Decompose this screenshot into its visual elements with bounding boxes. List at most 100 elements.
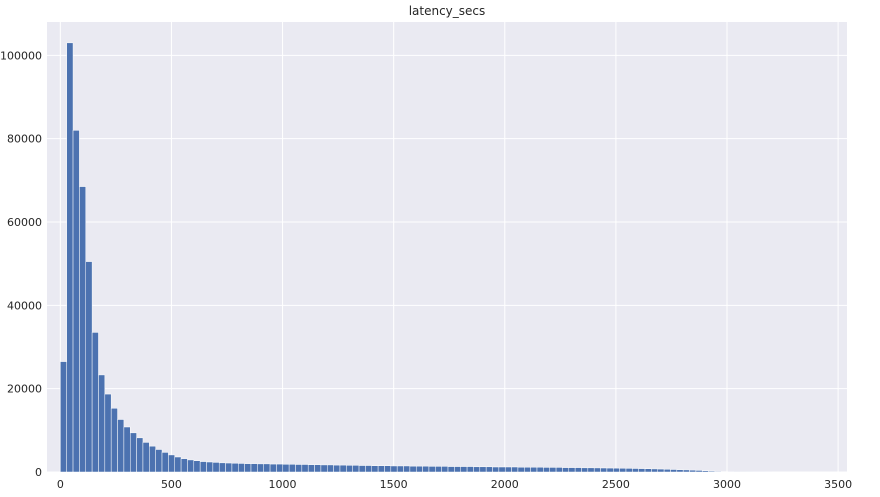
- histogram-bar: [543, 467, 550, 473]
- histogram-bar: [479, 466, 487, 473]
- histogram-bar: [218, 462, 226, 473]
- histogram-bar: [104, 393, 112, 473]
- histogram-bar: [85, 261, 93, 473]
- histogram-bar: [269, 463, 277, 473]
- histogram-bar: [333, 464, 341, 473]
- histogram-bar: [250, 463, 258, 473]
- histogram-bar: [358, 465, 366, 473]
- histogram-bar: [79, 186, 87, 473]
- histogram-bar: [98, 374, 106, 473]
- histogram-bar: [91, 332, 99, 473]
- histogram-bar: [263, 463, 271, 473]
- histogram-bar: [257, 463, 264, 473]
- y-tick-label: 60000: [7, 216, 42, 229]
- x-tick-label: 1500: [380, 478, 408, 491]
- histogram-bar: [384, 465, 392, 473]
- histogram-bar: [504, 466, 512, 473]
- histogram-bar: [581, 467, 589, 473]
- histogram-bar: [371, 465, 379, 473]
- histogram-bar: [676, 469, 684, 473]
- histogram-bar: [651, 468, 659, 473]
- histogram-bar: [511, 466, 519, 473]
- histogram-bar: [149, 445, 156, 473]
- histogram-bar: [238, 463, 245, 473]
- x-axis-tick-labels: 0 500 1000 1500 2000 2500 3000 3500: [57, 478, 852, 491]
- histogram-bar: [295, 464, 303, 473]
- histogram-bar: [212, 462, 220, 473]
- histogram-bar: [625, 468, 633, 473]
- histogram-bar: [593, 467, 601, 473]
- histogram-bar: [644, 468, 652, 473]
- histogram-bar: [422, 465, 430, 473]
- histogram-bar: [161, 452, 169, 473]
- histogram-bar: [689, 469, 697, 473]
- histogram-bar: [638, 468, 646, 473]
- histogram-bar: [390, 465, 398, 473]
- histogram-bar: [415, 465, 423, 473]
- histogram-bar: [695, 470, 703, 473]
- histogram-bar: [288, 464, 296, 473]
- histogram-bar: [199, 461, 207, 473]
- histogram-bar: [549, 467, 557, 473]
- histogram-bar: [568, 467, 576, 473]
- histogram-bar: [193, 460, 201, 473]
- histogram-bar: [276, 463, 284, 473]
- y-tick-label: 80000: [7, 133, 42, 146]
- histogram-bar: [244, 463, 252, 473]
- histogram-bar: [206, 461, 214, 473]
- x-tick-label: 2000: [491, 478, 519, 491]
- x-tick-label: 3500: [824, 478, 852, 491]
- histogram-bar: [682, 469, 690, 473]
- histogram-bar: [606, 467, 614, 473]
- histogram-bar: [536, 466, 544, 473]
- y-tick-label: 100000: [0, 49, 42, 62]
- histogram-bar: [314, 464, 322, 473]
- y-tick-label: 20000: [7, 383, 42, 396]
- histogram-bar: [574, 467, 582, 473]
- histogram-bar: [136, 437, 144, 473]
- histogram-bar: [339, 464, 347, 473]
- histogram-bar: [282, 464, 290, 473]
- histogram-bar: [365, 465, 373, 473]
- histogram-bar: [670, 469, 678, 473]
- histogram-bar: [129, 432, 137, 473]
- histogram-bar: [454, 466, 461, 473]
- histogram-bar: [60, 361, 67, 473]
- histogram-bar: [485, 466, 493, 473]
- histogram-bar: [377, 465, 385, 473]
- histogram-bar: [428, 466, 436, 473]
- histogram-bar: [180, 458, 188, 473]
- y-tick-label: 0: [35, 466, 42, 479]
- histogram-bar: [396, 465, 404, 473]
- x-tick-label: 3000: [713, 478, 741, 491]
- histogram-bar: [701, 470, 709, 473]
- x-tick-label: 1000: [269, 478, 297, 491]
- histogram-bar: [524, 466, 531, 473]
- histogram-bar: [708, 470, 716, 473]
- x-tick-label: 0: [57, 478, 64, 491]
- histogram-bar: [600, 467, 608, 473]
- histogram-bar: [352, 465, 360, 473]
- histogram-bar: [492, 466, 500, 473]
- histogram-bar: [225, 462, 233, 473]
- y-tick-label: 40000: [7, 299, 42, 312]
- histogram-bar: [714, 471, 722, 473]
- histogram-bar: [155, 449, 163, 473]
- histogram-bar: [517, 466, 525, 473]
- histogram-bar: [187, 459, 195, 473]
- histogram-bar: [632, 468, 639, 473]
- histogram-bar: [435, 466, 442, 473]
- histogram-bar: [447, 466, 455, 473]
- histogram-bar: [657, 468, 665, 473]
- histogram-bars: [60, 42, 773, 473]
- histogram-bar: [117, 419, 125, 473]
- histogram-bar: [555, 467, 563, 473]
- histogram-bar: [72, 130, 80, 473]
- histogram-bar: [403, 465, 411, 473]
- histogram-bar: [619, 468, 627, 473]
- x-tick-label: 2500: [602, 478, 630, 491]
- histogram-bar: [307, 464, 315, 473]
- histogram-bar: [441, 466, 449, 473]
- histogram-bar: [174, 456, 182, 473]
